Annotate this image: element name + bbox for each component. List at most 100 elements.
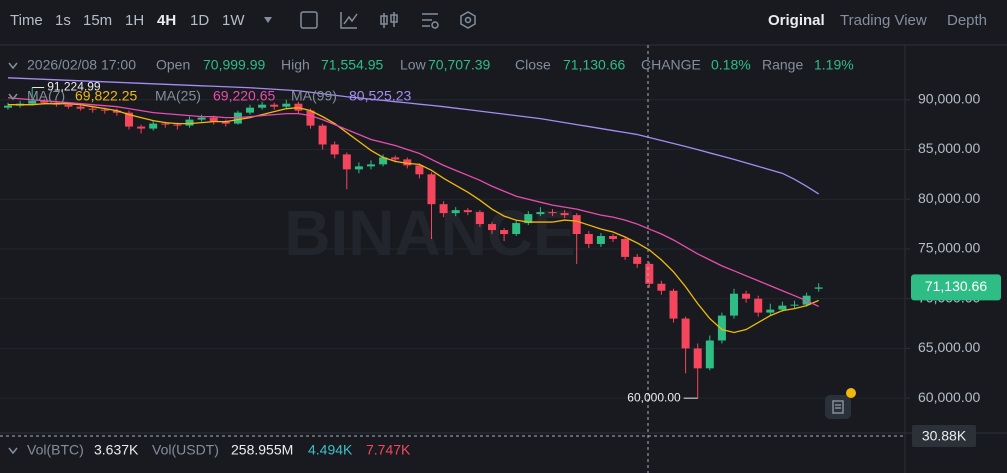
icon-calendar[interactable] — [300, 11, 318, 29]
candle-body — [500, 230, 509, 235]
candle-body — [488, 224, 496, 231]
candle-body — [197, 117, 206, 120]
candle-body — [173, 124, 182, 126]
candle-body — [209, 117, 218, 122]
ma-line — [8, 103, 819, 334]
notes-badge — [846, 388, 856, 398]
candle-body — [548, 212, 557, 214]
candle-body — [536, 212, 545, 215]
info-value: 70,707.39 — [428, 57, 490, 73]
interval[interactable]: Time — [10, 12, 43, 29]
candle-body — [669, 290, 678, 319]
interval[interactable]: 1W — [222, 12, 245, 29]
candle-body — [403, 159, 412, 166]
candle-body — [100, 109, 109, 111]
info-value: 1.19% — [814, 57, 854, 73]
candle-body — [28, 100, 37, 104]
candle-body — [790, 304, 799, 306]
candle-body — [379, 157, 388, 165]
candle-body — [367, 164, 375, 167]
candle-body — [221, 121, 230, 124]
candle-body — [439, 204, 448, 214]
interval[interactable]: 1D — [190, 12, 209, 29]
icon-hex-dot — [464, 16, 472, 24]
candle-body — [742, 293, 751, 299]
interval[interactable]: 4H — [157, 12, 176, 29]
candle-body — [64, 104, 73, 107]
notes-icon — [832, 400, 844, 414]
volume-value: 3.637K — [94, 442, 139, 458]
candle-body — [40, 100, 49, 103]
volume-ma: 4.494K — [308, 442, 353, 458]
crosshair-label: 30.88K — [922, 428, 967, 444]
candle-body — [778, 305, 787, 310]
volume-value: 258.955M — [231, 442, 293, 458]
candle-body — [657, 283, 666, 291]
high-label: 91,224.99 — [47, 80, 101, 94]
interval[interactable]: 15m — [83, 12, 112, 29]
info-label: High — [281, 57, 310, 73]
info-label: Low — [400, 57, 427, 73]
candle-body — [596, 236, 605, 244]
ma-line — [7, 77, 820, 195]
view-tab[interactable]: Depth — [947, 12, 987, 29]
legend-name: MA(99) — [291, 88, 337, 104]
candle-body — [270, 104, 279, 107]
candle-body — [161, 123, 170, 125]
crosshair-label-box — [912, 425, 976, 447]
info-value: 70,999.99 — [203, 57, 265, 73]
more-intervals[interactable] — [264, 17, 272, 23]
candle-body — [609, 236, 617, 239]
candle-body — [318, 125, 327, 145]
candle-body — [306, 110, 315, 126]
candle-body — [730, 293, 738, 316]
info-value: 0.18% — [711, 57, 751, 73]
legend: MA(7) 69,822.25 MA(25) 69,220.65 MA(99) 80,52… — [27, 88, 411, 104]
icon-hex[interactable] — [460, 11, 476, 29]
icon-settings-list[interactable] — [422, 13, 438, 27]
collapse-icon[interactable] — [8, 93, 18, 101]
notes-button[interactable] — [825, 395, 851, 419]
y-tick-label: 90,000.00 — [918, 90, 980, 106]
candle-body — [766, 309, 775, 313]
candle-body — [149, 123, 158, 129]
candle-body — [415, 165, 424, 175]
candle-body — [814, 287, 823, 289]
icon-indicators[interactable] — [340, 12, 358, 29]
collapse-icon[interactable] — [8, 447, 18, 455]
candle-body — [681, 318, 690, 349]
y-tick-label: 75,000.00 — [918, 240, 980, 256]
candle-body — [246, 107, 254, 113]
interval[interactable]: 1s — [55, 12, 71, 29]
icon-candles[interactable] — [380, 12, 398, 28]
legend-value: 69,822.25 — [75, 88, 137, 104]
toolbar-icons — [300, 11, 476, 29]
collapse-icon[interactable] — [8, 62, 18, 70]
info-label: Open — [156, 57, 190, 73]
candle-body — [572, 215, 581, 235]
volume-label: Vol(BTC) — [27, 442, 84, 458]
candle-body — [4, 105, 12, 108]
view-tab[interactable]: Trading View — [840, 12, 927, 29]
icon-gear[interactable] — [431, 21, 439, 29]
y-tick-label: 65,000.00 — [918, 339, 980, 355]
candle-body — [125, 112, 133, 127]
last-price-box — [911, 274, 1001, 301]
candle-body — [427, 174, 436, 205]
candle-body — [88, 108, 97, 110]
candle-body — [475, 212, 484, 225]
plot — [0, 77, 910, 399]
y-tick-label: 80,000.00 — [918, 190, 980, 206]
candle-body — [391, 157, 400, 160]
candle-body — [451, 210, 460, 214]
interval[interactable]: 1H — [125, 12, 144, 29]
candle-body — [754, 298, 763, 313]
info-value: 71,554.95 — [321, 57, 383, 73]
info-label: Range — [762, 57, 803, 73]
candle-body — [512, 223, 521, 235]
view-tab[interactable]: Original — [768, 12, 825, 29]
candle-body — [693, 348, 702, 369]
ma-line — [7, 97, 819, 308]
